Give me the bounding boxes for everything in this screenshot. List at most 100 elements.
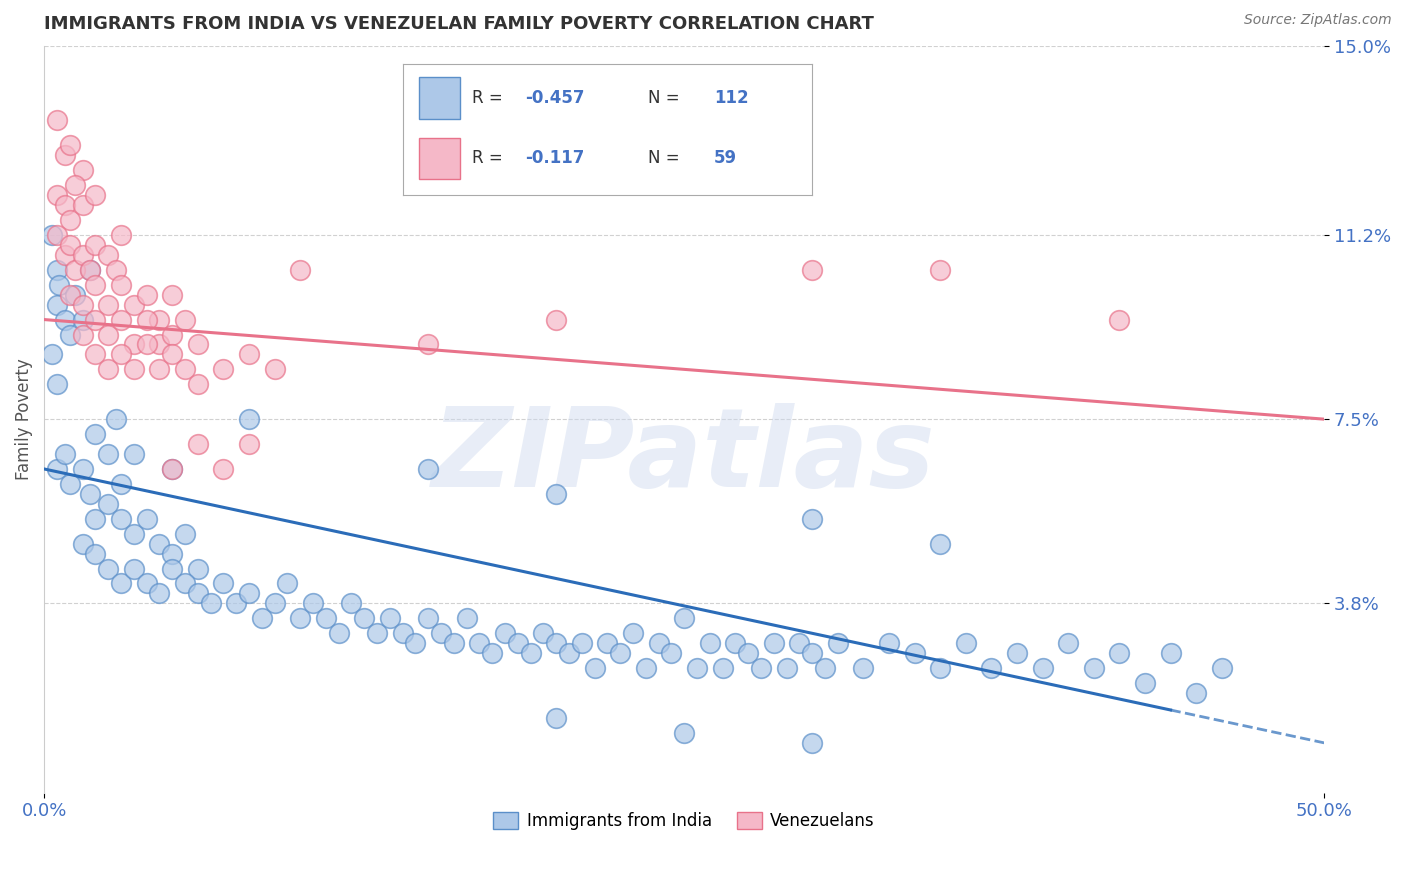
Point: [1133, 676, 1156, 690]
Point: [84, 547, 107, 561]
Point: [481, 646, 503, 660]
Point: [160, 561, 183, 575]
Point: [53, 198, 76, 212]
Point: [801, 262, 824, 277]
Point: [225, 596, 247, 610]
Point: [762, 636, 785, 650]
Point: [212, 462, 235, 476]
Point: [328, 626, 350, 640]
Point: [59, 238, 82, 252]
Point: [97, 298, 120, 312]
Point: [929, 536, 952, 550]
Point: [110, 512, 132, 526]
Point: [53, 312, 76, 326]
Point: [1108, 312, 1130, 326]
Point: [84, 312, 107, 326]
Point: [45, 113, 67, 128]
Point: [456, 611, 478, 625]
Point: [160, 462, 183, 476]
Point: [250, 611, 273, 625]
Point: [416, 462, 439, 476]
Point: [929, 262, 952, 277]
Point: [775, 661, 797, 675]
Point: [187, 437, 209, 451]
Point: [122, 362, 145, 376]
Point: [187, 561, 209, 575]
Point: [404, 636, 426, 650]
Point: [1057, 636, 1080, 650]
Point: [200, 596, 222, 610]
Point: [801, 512, 824, 526]
Point: [59, 476, 82, 491]
Point: [45, 262, 67, 277]
Point: [1160, 646, 1182, 660]
Point: [84, 427, 107, 442]
Point: [72, 298, 94, 312]
Text: ZIPatlas: ZIPatlas: [432, 403, 936, 510]
Point: [315, 611, 337, 625]
Point: [174, 362, 197, 376]
Point: [174, 576, 197, 591]
Point: [1005, 646, 1028, 660]
Point: [97, 327, 120, 342]
Point: [288, 262, 311, 277]
Point: [122, 526, 145, 541]
Point: [84, 277, 107, 292]
Point: [366, 626, 388, 640]
Legend: Immigrants from India, Venezuelans: Immigrants from India, Venezuelans: [486, 805, 882, 837]
Point: [711, 661, 734, 675]
Point: [45, 227, 67, 242]
Point: [110, 312, 132, 326]
Point: [59, 138, 82, 153]
Point: [288, 611, 311, 625]
Point: [72, 536, 94, 550]
Point: [391, 626, 413, 640]
Point: [160, 462, 183, 476]
Point: [110, 347, 132, 361]
Point: [110, 576, 132, 591]
Point: [827, 636, 849, 650]
Point: [79, 487, 101, 501]
Point: [110, 277, 132, 292]
Point: [148, 362, 170, 376]
Point: [1083, 661, 1105, 675]
Point: [814, 661, 837, 675]
Point: [686, 661, 709, 675]
Point: [84, 347, 107, 361]
Point: [238, 347, 260, 361]
Text: IMMIGRANTS FROM INDIA VS VENEZUELAN FAMILY POVERTY CORRELATION CHART: IMMIGRANTS FROM INDIA VS VENEZUELAN FAMI…: [44, 15, 875, 33]
Point: [174, 526, 197, 541]
Point: [546, 312, 568, 326]
Point: [72, 198, 94, 212]
Point: [596, 636, 619, 650]
Point: [160, 347, 183, 361]
Point: [160, 547, 183, 561]
Point: [737, 646, 759, 660]
Point: [122, 337, 145, 351]
Point: [877, 636, 900, 650]
Point: [506, 636, 529, 650]
Point: [135, 576, 157, 591]
Point: [443, 636, 465, 650]
Point: [97, 248, 120, 262]
Point: [148, 312, 170, 326]
Point: [263, 362, 285, 376]
Point: [53, 248, 76, 262]
Point: [187, 337, 209, 351]
Point: [45, 377, 67, 392]
Point: [48, 277, 70, 292]
Point: [1211, 661, 1233, 675]
Point: [135, 337, 157, 351]
Point: [79, 262, 101, 277]
Point: [276, 576, 298, 591]
Point: [110, 227, 132, 242]
Point: [104, 412, 127, 426]
Point: [97, 447, 120, 461]
Point: [647, 636, 669, 650]
Point: [634, 661, 657, 675]
Point: [122, 298, 145, 312]
Point: [45, 298, 67, 312]
Point: [63, 287, 86, 301]
Point: [238, 586, 260, 600]
Point: [97, 561, 120, 575]
